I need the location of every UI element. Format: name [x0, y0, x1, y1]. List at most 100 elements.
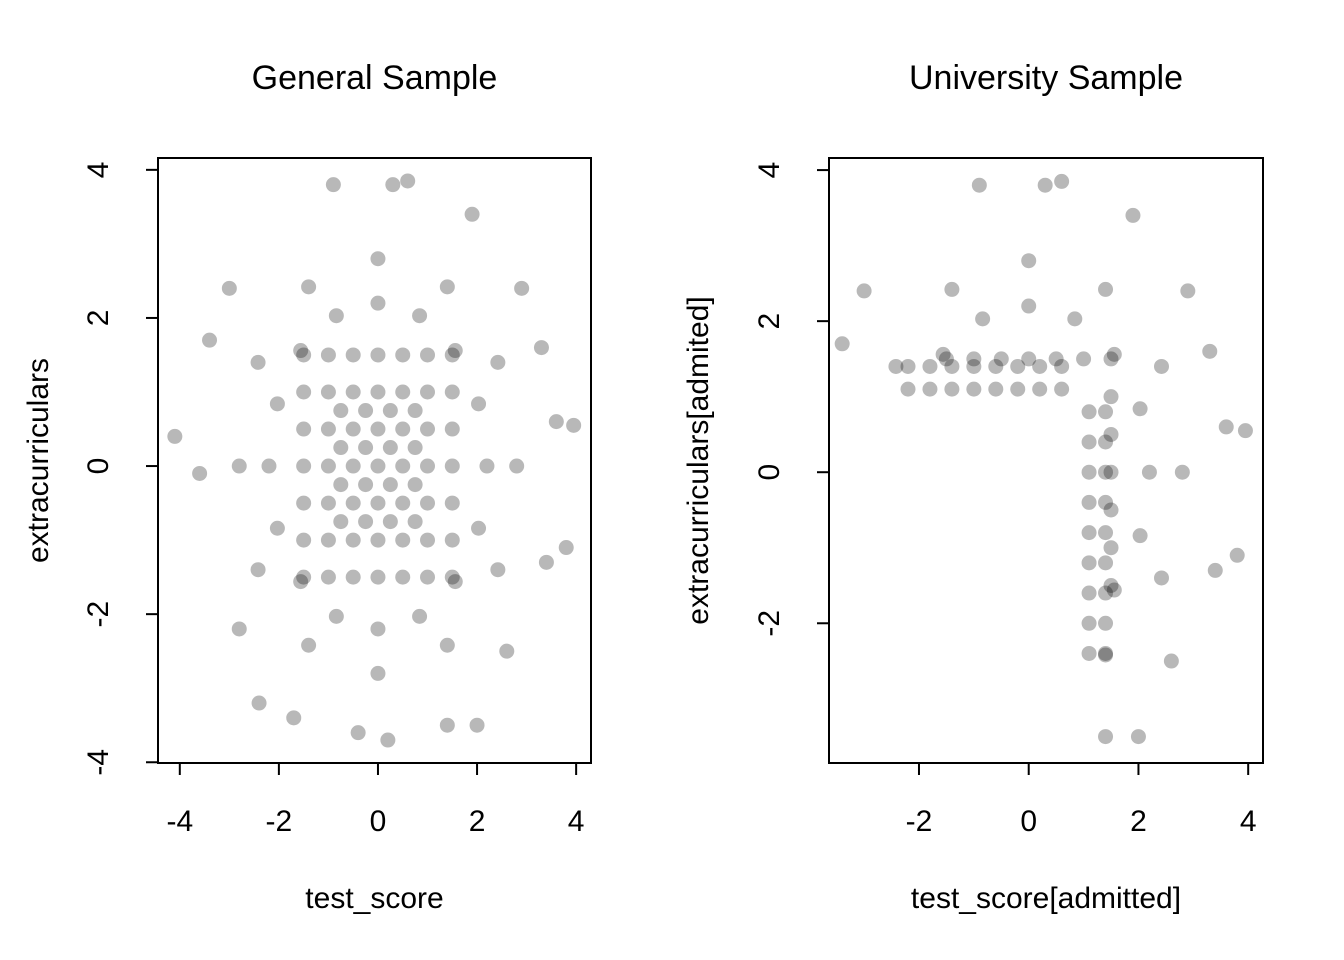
point — [900, 358, 916, 374]
x-tick-label: 4 — [568, 805, 585, 838]
point — [250, 354, 266, 370]
point — [1132, 528, 1148, 544]
point — [333, 514, 349, 530]
point — [944, 358, 960, 374]
point — [333, 440, 349, 456]
point — [1081, 494, 1097, 510]
point — [1032, 381, 1048, 397]
point — [320, 347, 336, 363]
point — [382, 477, 398, 493]
x-tick-label: -2 — [906, 805, 933, 838]
point — [1081, 585, 1097, 601]
point — [1103, 502, 1119, 518]
point — [333, 477, 349, 493]
point — [1103, 540, 1119, 556]
point — [1098, 615, 1114, 631]
point — [350, 725, 366, 741]
point — [1218, 419, 1234, 435]
point — [1202, 343, 1218, 359]
point — [296, 569, 312, 585]
point — [509, 458, 525, 474]
point — [1081, 434, 1097, 450]
point — [358, 403, 374, 419]
point — [370, 569, 386, 585]
point — [1098, 404, 1114, 420]
point — [345, 347, 361, 363]
point — [444, 495, 460, 511]
point — [412, 308, 428, 324]
point — [1141, 464, 1157, 480]
x-tick-label: 2 — [1130, 805, 1147, 838]
point — [1106, 346, 1122, 362]
point — [1048, 351, 1064, 367]
point — [320, 384, 336, 400]
point — [370, 665, 386, 681]
point — [395, 532, 411, 548]
point — [1098, 525, 1114, 541]
point — [566, 417, 582, 433]
point — [286, 710, 302, 726]
point — [385, 177, 401, 193]
point — [966, 358, 982, 374]
point — [1081, 555, 1097, 571]
point — [261, 458, 277, 474]
point — [538, 554, 554, 570]
point — [856, 283, 872, 299]
point — [1153, 358, 1169, 374]
point — [269, 520, 285, 536]
point — [1076, 351, 1092, 367]
point — [1103, 351, 1119, 367]
x-tick-label: 2 — [469, 805, 486, 838]
point — [358, 440, 374, 456]
point — [420, 347, 436, 363]
point — [320, 495, 336, 511]
point — [922, 358, 938, 374]
point — [1081, 525, 1097, 541]
point — [1081, 615, 1097, 631]
point — [395, 384, 411, 400]
point — [471, 520, 487, 536]
point — [922, 381, 938, 397]
point — [888, 358, 904, 374]
point — [533, 340, 549, 356]
point — [382, 440, 398, 456]
point — [420, 569, 436, 585]
point — [345, 421, 361, 437]
x-axis-label: test_score — [305, 882, 443, 915]
point — [1174, 464, 1190, 480]
point — [938, 351, 954, 367]
point — [370, 384, 386, 400]
point — [988, 381, 1004, 397]
point — [444, 532, 460, 548]
point — [412, 608, 428, 624]
point — [1103, 389, 1119, 405]
point — [420, 532, 436, 548]
x-tick-label: 0 — [1020, 805, 1037, 838]
point — [328, 308, 344, 324]
chart-title: University Sample — [909, 59, 1183, 97]
point — [407, 514, 423, 530]
point — [251, 695, 267, 711]
point — [444, 458, 460, 474]
point — [1054, 173, 1070, 189]
point — [1098, 494, 1114, 510]
point — [1098, 647, 1114, 663]
point — [447, 343, 463, 359]
point — [407, 440, 423, 456]
point — [1125, 207, 1141, 223]
point — [479, 458, 495, 474]
point — [471, 396, 487, 412]
point — [301, 279, 317, 295]
point — [370, 347, 386, 363]
point — [975, 311, 991, 327]
point — [447, 574, 463, 590]
point — [1098, 434, 1114, 450]
point — [370, 295, 386, 311]
point — [192, 465, 208, 481]
point — [370, 532, 386, 548]
point — [296, 458, 312, 474]
point — [444, 421, 460, 437]
point — [1054, 358, 1070, 374]
point — [1081, 404, 1097, 420]
